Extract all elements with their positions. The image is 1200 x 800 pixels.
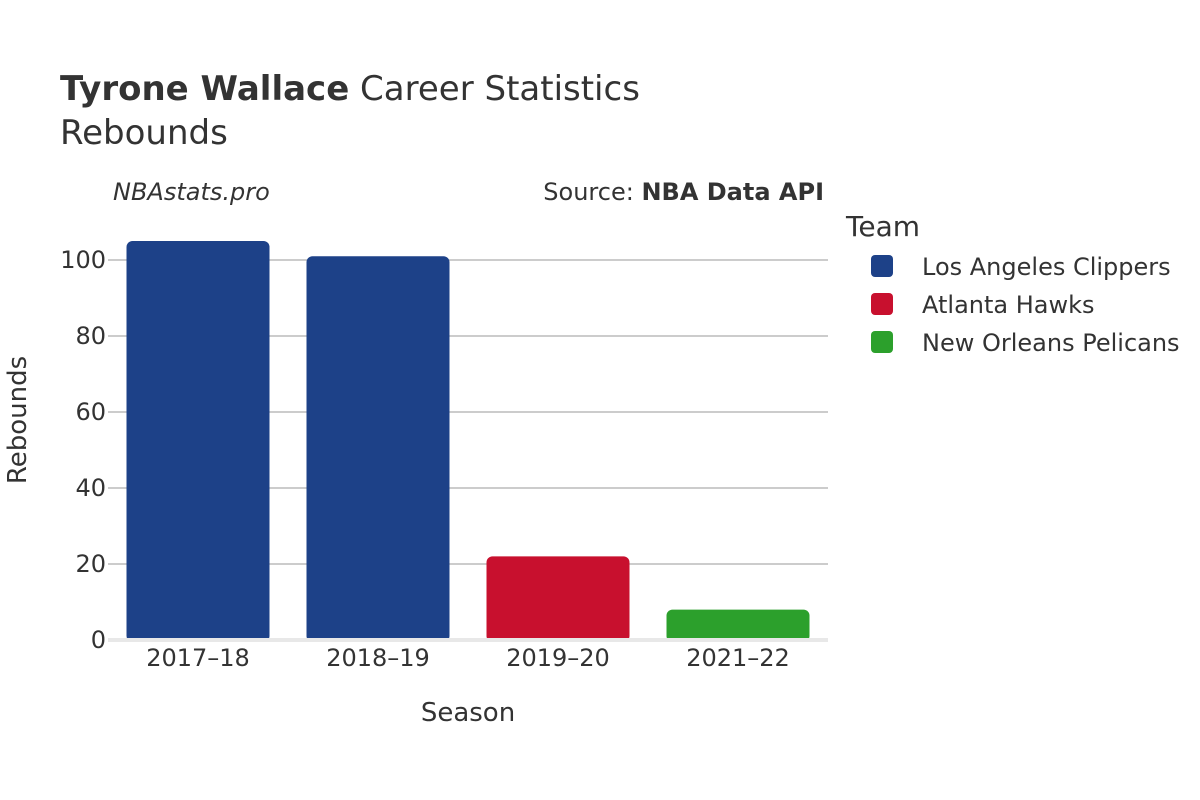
x-tick-label: 2018–19: [326, 644, 430, 672]
source-prefix: Source:: [543, 178, 641, 206]
legend-swatch: [871, 255, 893, 277]
x-axis-label: Season: [421, 698, 515, 728]
x-tick-label: 2021–22: [686, 644, 790, 672]
y-tick-label: 20: [75, 550, 106, 578]
x-tick-label: 2019–20: [506, 644, 610, 672]
legend: Team Los Angeles Clippers Atlanta Hawks Ne…: [845, 210, 1180, 357]
x-axis-ticks: 2017–18 2018–19 2019–20 2021–22: [146, 644, 790, 672]
bars: [126, 241, 810, 642]
x-tick-label: 2017–18: [146, 644, 250, 672]
source-name: NBA Data API: [641, 178, 824, 206]
legend-label: Los Angeles Clippers: [922, 253, 1171, 281]
chart-title: Tyrone Wallace Career Statistics: [60, 69, 640, 109]
chart-title-rest: Career Statistics: [349, 69, 640, 109]
bar: [306, 256, 450, 642]
bar: [126, 241, 270, 642]
y-tick-label: 0: [91, 626, 106, 654]
legend-label: New Orleans Pelicans: [922, 329, 1180, 357]
chart-subtitle: Rebounds: [60, 113, 228, 153]
legend-swatch: [871, 293, 893, 315]
y-axis-label: Rebounds: [3, 356, 33, 484]
y-tick-label: 80: [75, 322, 106, 350]
y-tick-label: 100: [60, 246, 106, 274]
watermark-text: NBAstats.pro: [113, 178, 270, 206]
bar: [666, 609, 810, 642]
legend-items: Los Angeles Clippers Atlanta Hawks New Orl…: [871, 253, 1180, 357]
legend-swatch: [871, 331, 893, 353]
y-axis-ticks: 0 20 40 60 80 100: [60, 246, 106, 654]
bar: [486, 556, 630, 642]
y-tick-label: 40: [75, 474, 106, 502]
chart-title-name: Tyrone Wallace: [60, 69, 349, 109]
source-text: Source: NBA Data API: [543, 178, 824, 206]
y-tick-label: 60: [75, 398, 106, 426]
legend-label: Atlanta Hawks: [922, 291, 1095, 319]
legend-title: Team: [845, 210, 920, 243]
